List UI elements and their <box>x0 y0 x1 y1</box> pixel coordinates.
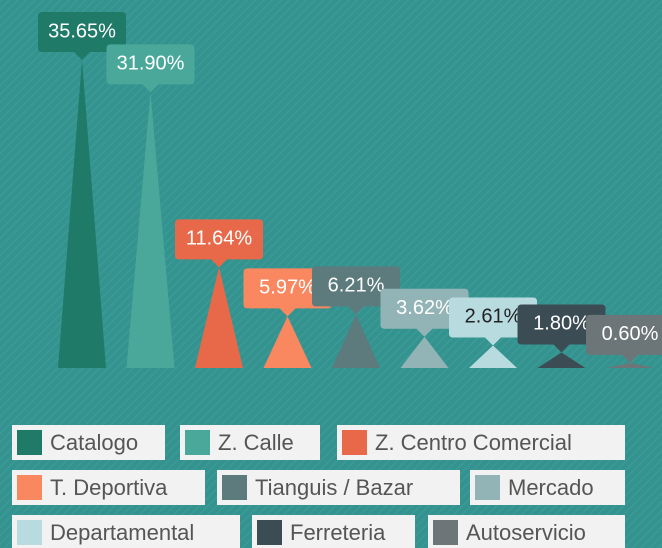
label-callout <box>449 297 537 346</box>
data-label-text: 2.61% <box>465 306 522 328</box>
legend-item: Z. Centro Comercial <box>337 425 625 460</box>
legend-box <box>217 470 460 505</box>
legend-swatch <box>17 430 42 455</box>
label-callout <box>517 304 606 353</box>
legend-item: Ferreteria <box>252 515 415 548</box>
legend-box <box>12 470 205 505</box>
legend-item: Z. Calle <box>180 425 320 460</box>
legend-item: Autoservicio <box>428 515 625 548</box>
bar <box>469 345 517 368</box>
legend-box <box>12 515 240 548</box>
legend-swatch <box>222 475 247 500</box>
label-callout <box>38 11 126 60</box>
label-callout <box>586 314 662 363</box>
legend-item: Catalogo <box>12 425 165 460</box>
legend-item: T. Deportiva <box>12 470 205 505</box>
data-label-text: 35.65% <box>48 20 116 42</box>
legend-label: Departamental <box>50 520 194 545</box>
data-label-text: 3.62% <box>396 297 453 319</box>
legend-label: Catalogo <box>50 430 138 455</box>
data-label: 5.97% <box>243 268 332 317</box>
legend-swatch <box>433 520 458 545</box>
legend-swatch <box>185 430 210 455</box>
bar <box>400 336 449 368</box>
label-callout <box>243 268 332 317</box>
bar <box>332 314 380 368</box>
legend-swatch <box>257 520 282 545</box>
bar <box>537 352 586 368</box>
data-label: 11.64% <box>175 219 263 268</box>
data-label-text: 6.21% <box>328 275 385 297</box>
data-label: 31.90% <box>106 44 195 93</box>
data-label: 35.65% <box>38 11 126 60</box>
data-label-text: 5.97% <box>259 277 316 299</box>
data-label: 1.80% <box>517 304 606 353</box>
bar <box>126 92 175 368</box>
data-label: 6.21% <box>312 266 400 315</box>
data-label: 2.61% <box>449 297 537 346</box>
legend-item: Departamental <box>12 515 240 548</box>
data-label-text: 1.80% <box>533 313 590 335</box>
data-label-text: 31.90% <box>117 53 185 75</box>
label-callout <box>175 219 263 268</box>
legend-label: Z. Centro Comercial <box>375 430 572 455</box>
label-callout <box>312 266 400 315</box>
legend-swatch <box>17 475 42 500</box>
legend-label: Autoservicio <box>466 520 586 545</box>
data-label-text: 11.64% <box>186 228 253 250</box>
legend-box <box>337 425 625 460</box>
legend-label: Tianguis / Bazar <box>255 475 413 500</box>
bar <box>58 59 106 368</box>
label-callout <box>380 288 469 337</box>
data-label: 3.62% <box>380 288 469 337</box>
label-callout <box>106 44 195 93</box>
legend-label: T. Deportiva <box>50 475 168 500</box>
legend-swatch <box>17 520 42 545</box>
legend-swatch <box>342 430 367 455</box>
bar <box>606 362 654 368</box>
legend-item: Tianguis / Bazar <box>217 470 460 505</box>
bar <box>263 316 312 368</box>
data-label-text: 0.60% <box>602 323 659 345</box>
data-label: 0.60% <box>586 314 662 363</box>
legend-label: Ferreteria <box>290 520 386 545</box>
legend-label: Mercado <box>508 475 594 500</box>
legend-item: Mercado <box>470 470 625 505</box>
legend-label: Z. Calle <box>218 430 294 455</box>
bar <box>195 267 243 368</box>
legend-box <box>428 515 625 548</box>
legend-swatch <box>475 475 500 500</box>
